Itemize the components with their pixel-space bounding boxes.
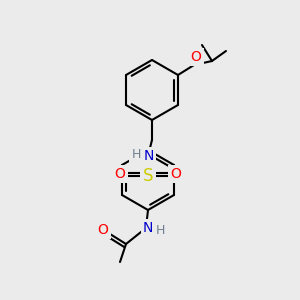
Text: S: S bbox=[143, 167, 153, 185]
Text: H: H bbox=[155, 224, 165, 236]
Text: O: O bbox=[190, 50, 201, 64]
Text: O: O bbox=[115, 167, 125, 181]
Text: H: H bbox=[131, 148, 141, 161]
Text: O: O bbox=[171, 167, 182, 181]
Text: N: N bbox=[143, 221, 153, 235]
Text: O: O bbox=[98, 223, 108, 237]
Text: N: N bbox=[144, 149, 154, 163]
